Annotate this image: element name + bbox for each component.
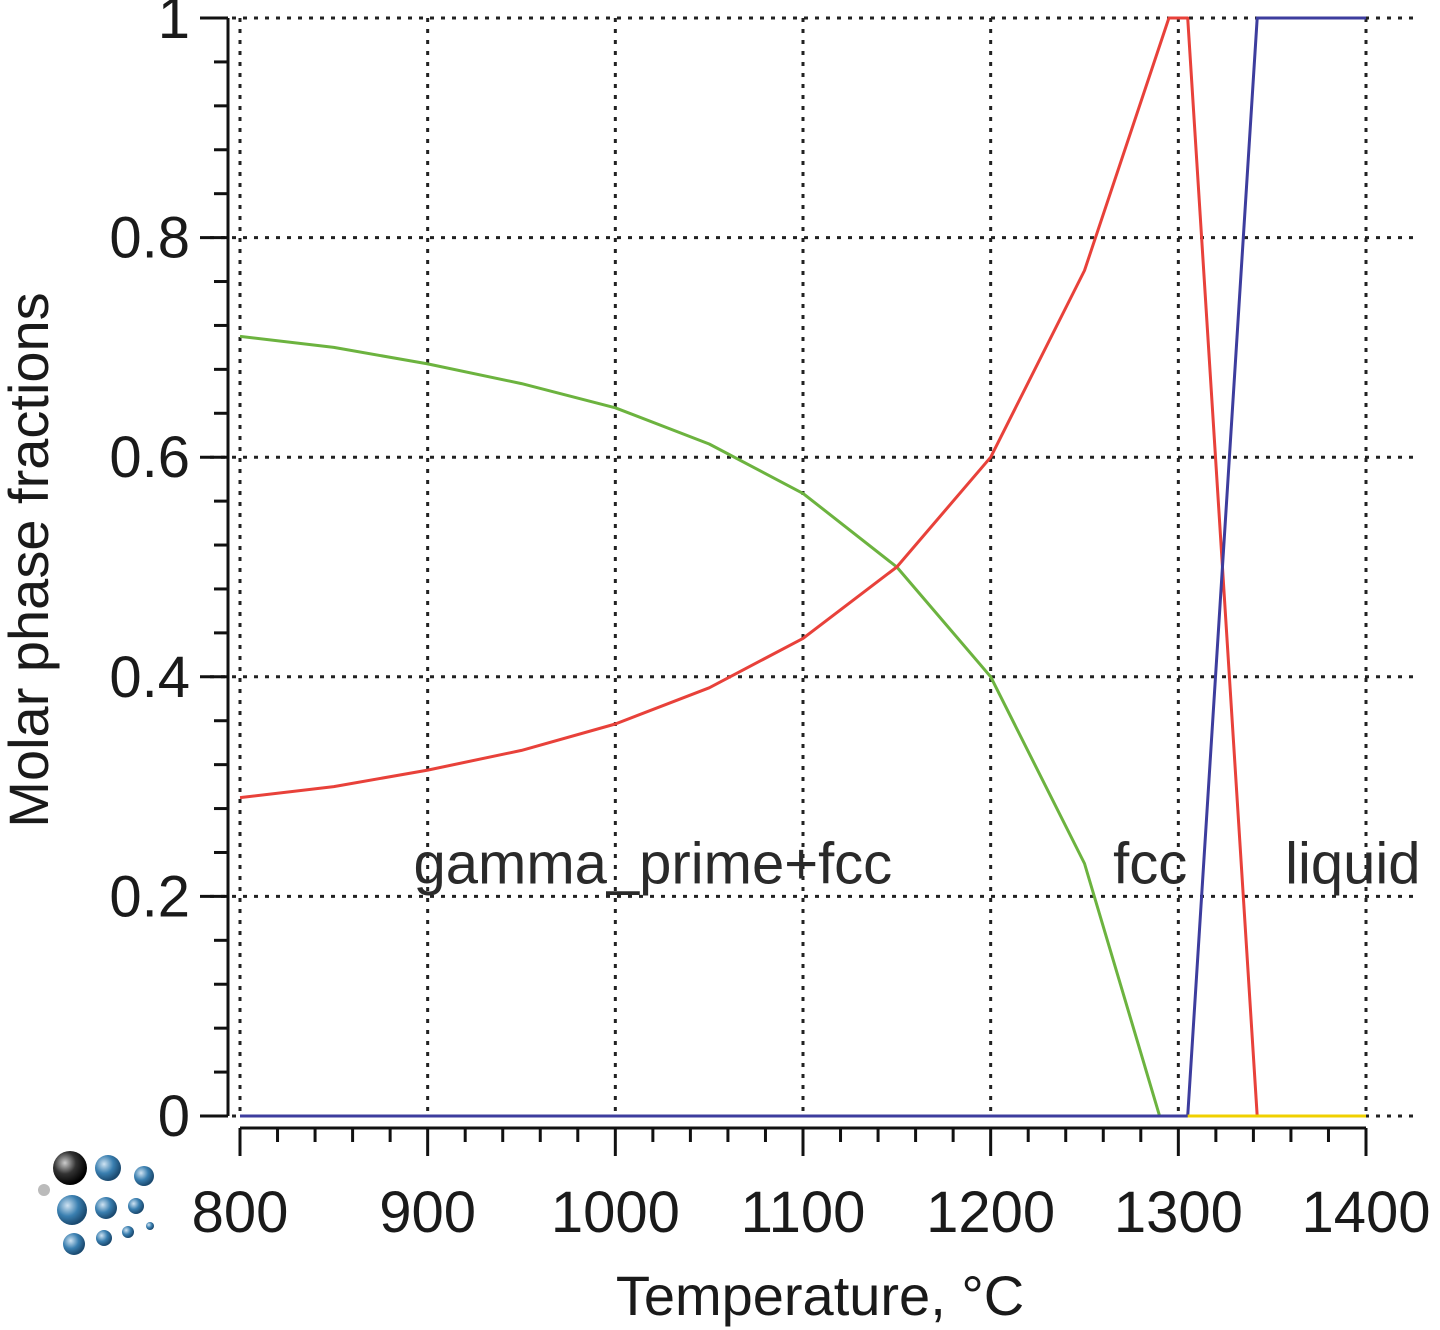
y-tick-label: 0.4 — [109, 645, 190, 710]
x-tick-label: 1200 — [926, 1180, 1055, 1245]
region-label-1: fcc — [1113, 831, 1187, 896]
y-tick-label: 0 — [158, 1084, 190, 1149]
series-group — [239, 16, 1366, 1118]
series-line-0 — [239, 334, 1162, 1117]
x-tick-label: 1400 — [1301, 1180, 1430, 1245]
y-tick-label: 0.8 — [109, 206, 190, 271]
grid — [210, 16, 1418, 1118]
x-tick-label: 1300 — [1114, 1180, 1243, 1245]
y-axis-title: Molar phase fractions — [0, 292, 60, 827]
x-axis-title: Temperature, °C — [616, 1264, 1024, 1327]
y-tick-label: 0.6 — [109, 425, 190, 490]
region-label-2: liquid — [1285, 831, 1420, 896]
tick-labels: 800 900 1000 1100 1200 1300 1400 0 0.2 0.4 0.6 0.8 1 — [109, 0, 1430, 1245]
region-label-0: gamma_prime+fcc — [414, 831, 893, 896]
x-tick-label: 800 — [192, 1180, 289, 1245]
series-line-2 — [240, 16, 1366, 1118]
x-tick-label: 900 — [379, 1180, 476, 1245]
x-tick-label: 1100 — [741, 1180, 866, 1245]
region-labels: gamma_prime+fcc fcc liquid — [414, 831, 1421, 896]
x-tick-label: 1000 — [551, 1180, 680, 1245]
y-tick-label: 0.2 — [109, 864, 190, 929]
y-tick-label: 1 — [158, 0, 190, 51]
series-line-1 — [239, 16, 1366, 1118]
axes — [200, 16, 1368, 1156]
atoms-cluster-logo-icon — [38, 1151, 154, 1255]
